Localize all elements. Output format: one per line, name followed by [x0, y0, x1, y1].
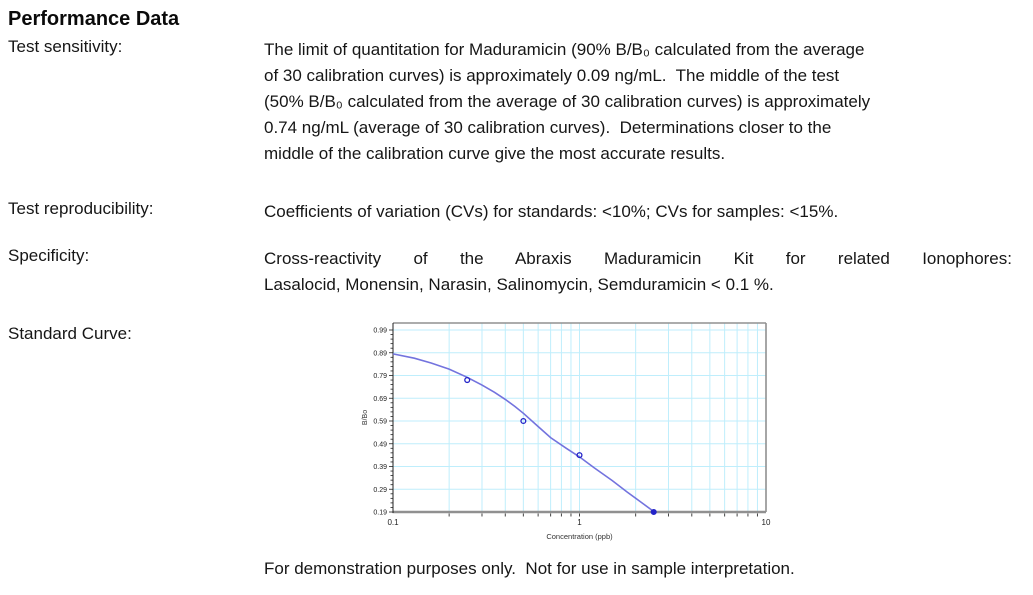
- label-test-reproducibility: Test reproducibility:: [8, 199, 154, 218]
- y-axis-title: B/Bo: [362, 410, 369, 425]
- data-point-marker: [520, 417, 527, 425]
- y-tick-label: 0.79: [373, 373, 387, 380]
- paragraph-line: Cross-reactivity of the Abraxis Madurami…: [264, 249, 1012, 268]
- x-tick-label: 0.1: [387, 518, 399, 527]
- y-tick-label: 0.69: [373, 396, 387, 403]
- standard-curve-chart: 0.19 0.29 0.39 0.49 0.59 0.69 0.79 0.89 0.99 0.1 1…: [360, 312, 780, 557]
- y-tick-label: 0.89: [373, 350, 387, 357]
- y-tick-label: 0.49: [373, 441, 387, 448]
- x-axis-title: Concentration (ppb): [546, 532, 613, 541]
- y-tick-label: 0.19: [373, 510, 387, 517]
- standard-curve-line: [392, 353, 655, 513]
- specificity-paragraph: Cross-reactivity of the Abraxis Madurami…: [264, 246, 1012, 298]
- paragraph-line: (50% B/B₀ calculated from the average of…: [264, 92, 871, 111]
- x-tick-label: 10: [762, 518, 771, 527]
- label-specificity: Specificity:: [8, 246, 90, 265]
- test-reproducibility-text: Coefficients of variation (CVs) for stan…: [264, 202, 839, 221]
- paragraph-line: of 30 calibration curves) is approximate…: [264, 66, 840, 85]
- y-tick-label: 0.59: [373, 419, 387, 426]
- paragraph-line: 0.74 ng/mL (average of 30 calibration cu…: [264, 118, 832, 137]
- y-tick-label: 0.99: [373, 328, 387, 335]
- paragraph-line: middle of the calibration curve give the…: [264, 144, 726, 163]
- label-test-sensitivity: Test sensitivity:: [8, 37, 123, 56]
- x-tick-label: 1: [577, 518, 582, 527]
- y-tick-label: 0.29: [373, 487, 387, 494]
- page-title: Performance Data: [8, 8, 180, 30]
- paragraph-line: Lasalocid, Monensin, Narasin, Salinomyci…: [264, 275, 774, 294]
- data-point-marker: [650, 508, 657, 516]
- y-tick-label: 0.39: [373, 464, 387, 471]
- data-point-marker: [576, 452, 583, 459]
- label-standard-curve: Standard Curve:: [8, 324, 132, 343]
- paragraph-line: The limit of quantitation for Maduramici…: [264, 40, 865, 59]
- data-point-marker: [464, 377, 471, 384]
- test-sensitivity-paragraph: The limit of quantitation for Maduramici…: [264, 37, 870, 167]
- standard-curve-plot: 0.19 0.29 0.39 0.49 0.59 0.69 0.79 0.89 0.99 0.1 1…: [362, 322, 771, 541]
- chart-caption: For demonstration purposes only. Not for…: [264, 559, 795, 578]
